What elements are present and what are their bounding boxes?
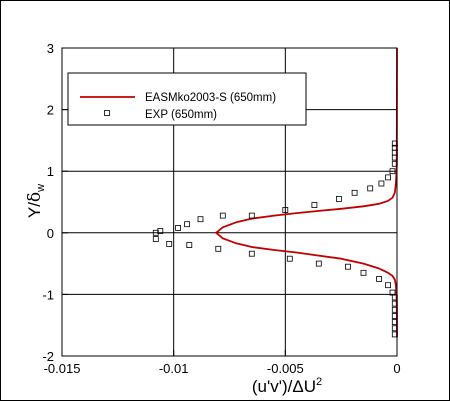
data-point-exp <box>175 224 182 231</box>
legend-marker-sample <box>104 110 110 116</box>
data-point-exp <box>351 189 358 196</box>
legend: EASMko2003-S (650mm) EXP (650mm) <box>67 72 307 126</box>
y-tick-label: -2 <box>42 349 54 364</box>
data-point-exp <box>335 195 342 202</box>
data-point-exp <box>215 245 222 252</box>
data-point-exp <box>219 212 226 219</box>
y-tick-label: 3 <box>47 41 54 56</box>
data-point-exp <box>197 216 204 223</box>
data-point-exp <box>282 207 289 213</box>
x-axis-label: (u'v')/ΔU2 <box>252 376 322 396</box>
data-point-exp <box>385 282 392 289</box>
data-point-exp <box>186 242 193 249</box>
legend-label-model: EASMko2003-S (650mm) <box>145 92 276 104</box>
legend-label-exp: EXP (650mm) <box>145 109 217 121</box>
data-point-exp <box>315 260 322 267</box>
data-point-exp <box>389 168 396 175</box>
data-point-exp <box>184 221 191 228</box>
data-point-exp <box>248 250 255 257</box>
plot-area <box>61 47 398 357</box>
data-point-exp <box>286 255 293 262</box>
y-tick-label: 2 <box>47 103 54 118</box>
data-point-exp <box>152 236 159 242</box>
data-point-exp <box>152 229 159 236</box>
y-tick-label: 0 <box>47 226 54 241</box>
series-layer <box>152 47 398 338</box>
data-point-exp <box>311 202 318 209</box>
x-tick-label: -0.01 <box>159 361 189 376</box>
data-point-exp <box>166 240 173 247</box>
y-tick-label: -1 <box>42 287 54 302</box>
x-tick-label: -0.005 <box>267 361 304 376</box>
data-point-exp <box>376 276 383 282</box>
y-axis-label: Y/δw <box>25 184 47 218</box>
data-point-exp <box>344 263 351 270</box>
x-tick-label: 0 <box>393 361 400 376</box>
y-tick-label: 1 <box>47 164 54 179</box>
legend-box <box>67 72 307 126</box>
x-tick-label: -0.015 <box>44 361 81 376</box>
data-point-exp <box>385 174 392 181</box>
data-point-exp <box>367 185 374 192</box>
data-point-exp <box>378 180 385 187</box>
data-point-exp <box>248 212 255 219</box>
data-point-exp <box>360 269 367 276</box>
data-point-exp <box>157 228 164 234</box>
series-line-model <box>215 47 398 338</box>
tick-layer: -0.015 -0.01 -0.005 0 -2 -1 0 1 2 3 <box>42 41 400 376</box>
